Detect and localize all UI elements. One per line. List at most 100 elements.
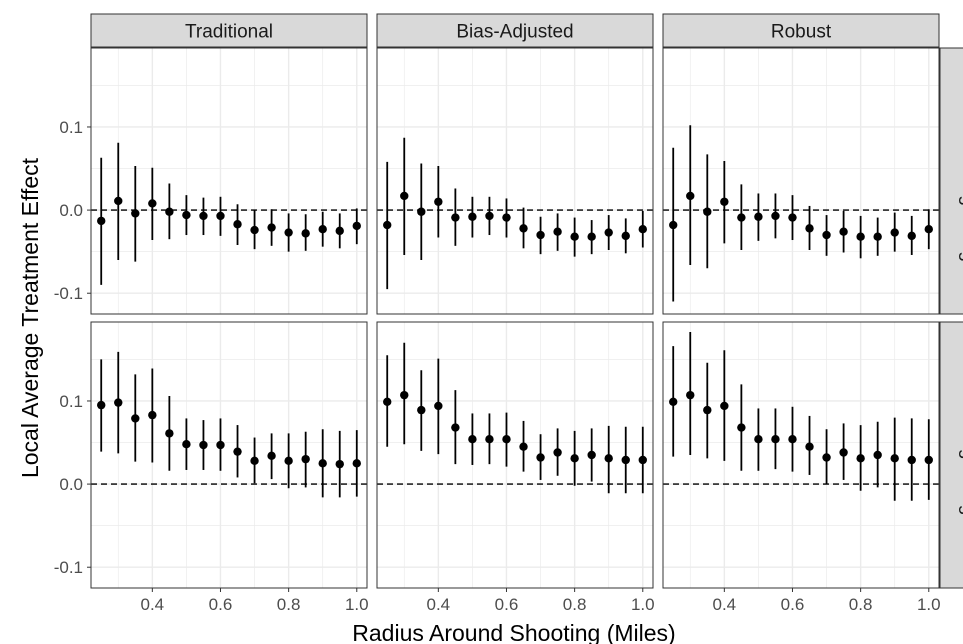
- estimate-point-3-15: [352, 459, 361, 468]
- estimate-point-2-12: [873, 232, 882, 241]
- panel-border-3: [90, 321, 368, 589]
- estimate-point-2-6: [771, 211, 780, 221]
- estimate-point-3-10: [267, 451, 276, 461]
- estimate-point-0-3: [148, 199, 157, 208]
- estimate-point-5-9: [822, 453, 831, 462]
- facet-strip-0: [90, 13, 368, 48]
- panel-bg-1: [377, 48, 653, 314]
- estimate-point-0-13: [318, 225, 327, 234]
- row-strip-0: [939, 47, 963, 315]
- y-tick-label-0-0: -0.1: [54, 284, 83, 303]
- facet-strip-label-2: Robust: [771, 22, 832, 43]
- estimate-point-0-10: [267, 223, 276, 232]
- x-tick-label-0-2: 0.8: [277, 595, 301, 614]
- estimate-point-5-10: [839, 448, 848, 457]
- x-tick-label-1-3: 1.0: [631, 595, 655, 614]
- estimate-point-5-8: [805, 442, 814, 451]
- estimate-point-3-2: [131, 414, 140, 423]
- y-tick-label-0-1: 0.0: [59, 201, 83, 220]
- estimate-point-3-8: [233, 447, 242, 456]
- estimate-point-0-5: [182, 210, 191, 220]
- estimate-point-5-15: [924, 455, 933, 465]
- estimate-point-5-4: [737, 423, 746, 432]
- row-strip-label-1: Trending Killings: [958, 385, 963, 525]
- estimate-point-4-7: [502, 435, 511, 444]
- x-tick-label-2-2: 0.8: [849, 595, 873, 614]
- facet-strip-label-0: Traditional: [185, 22, 273, 43]
- estimate-point-2-15: [924, 225, 933, 234]
- estimate-point-2-1: [686, 191, 695, 201]
- estimate-point-5-6: [771, 435, 780, 444]
- panel-bg-4: [377, 322, 653, 588]
- estimate-point-4-0: [383, 397, 392, 406]
- estimate-point-3-0: [97, 400, 106, 410]
- x-tick-label-0-3: 1.0: [345, 595, 369, 614]
- estimate-point-2-14: [907, 231, 916, 241]
- estimate-point-3-1: [114, 398, 123, 407]
- estimate-point-4-13: [604, 454, 613, 463]
- estimate-point-4-12: [587, 450, 596, 460]
- estimate-point-4-3: [434, 401, 443, 411]
- estimate-point-0-8: [233, 220, 242, 229]
- y-tick-label-1-1: 0.0: [59, 475, 83, 494]
- estimate-point-1-9: [536, 230, 545, 240]
- estimate-point-5-14: [907, 455, 916, 465]
- estimate-point-5-3: [720, 401, 729, 411]
- estimate-point-3-14: [335, 459, 344, 469]
- row-strip-1: [939, 321, 963, 589]
- estimate-point-4-8: [519, 442, 528, 451]
- estimate-point-1-7: [502, 213, 511, 222]
- estimate-point-4-9: [536, 453, 545, 462]
- panel-bg-5: [663, 322, 939, 588]
- panel-bg-2: [663, 48, 939, 314]
- x-tick-label-2-0: 0.4: [713, 595, 737, 614]
- estimate-point-1-2: [417, 207, 426, 216]
- x-tick-label-0-0: 0.4: [141, 595, 165, 614]
- panel-border-2: [662, 47, 940, 315]
- estimate-point-4-6: [485, 435, 494, 444]
- x-tick-label-1-1: 0.6: [495, 595, 519, 614]
- estimate-point-4-14: [621, 455, 630, 465]
- estimate-point-1-12: [587, 232, 596, 241]
- panel-border-1: [376, 47, 654, 315]
- estimate-point-0-9: [250, 225, 259, 235]
- x-tick-label-0-1: 0.6: [209, 595, 233, 614]
- y-tick-label-1-0: -0.1: [54, 558, 83, 577]
- panel-border-5: [662, 321, 940, 589]
- estimate-point-0-4: [165, 207, 174, 216]
- estimate-point-3-5: [182, 439, 191, 449]
- estimate-point-1-3: [434, 197, 443, 206]
- estimate-point-0-11: [284, 228, 293, 237]
- x-tick-label-1-0: 0.4: [427, 595, 451, 614]
- estimate-point-2-10: [839, 227, 848, 236]
- estimate-point-5-2: [703, 405, 712, 415]
- estimate-point-4-11: [570, 454, 579, 463]
- estimate-point-2-3: [720, 197, 729, 206]
- estimate-point-1-5: [468, 212, 477, 221]
- estimate-point-5-7: [788, 435, 797, 444]
- estimate-point-3-13: [318, 459, 327, 468]
- estimate-point-2-13: [890, 228, 899, 237]
- estimate-point-4-1: [400, 390, 409, 400]
- estimate-point-3-7: [216, 440, 225, 450]
- estimate-point-0-1: [114, 196, 123, 206]
- estimate-point-1-11: [570, 232, 579, 241]
- x-axis-title: Radius Around Shooting (Miles): [352, 620, 675, 644]
- x-tick-label-1-2: 0.8: [563, 595, 587, 614]
- estimate-point-3-12: [301, 454, 310, 464]
- estimate-point-0-14: [335, 226, 344, 236]
- facet-strip-1: [376, 13, 654, 48]
- x-tick-label-2-1: 0.6: [781, 595, 805, 614]
- estimate-point-1-1: [400, 191, 409, 201]
- estimate-point-2-0: [669, 220, 678, 230]
- facet-strip-2: [662, 13, 940, 48]
- y-tick-label-0-2: 0.1: [59, 118, 83, 137]
- estimate-point-1-6: [485, 211, 494, 221]
- estimate-point-1-14: [621, 231, 630, 241]
- estimate-point-3-11: [284, 456, 293, 466]
- x-tick-label-2-3: 1.0: [917, 595, 941, 614]
- estimate-point-1-15: [638, 225, 647, 234]
- estimate-point-2-11: [856, 232, 865, 241]
- estimate-point-1-10: [553, 227, 562, 236]
- panel-border-4: [376, 321, 654, 589]
